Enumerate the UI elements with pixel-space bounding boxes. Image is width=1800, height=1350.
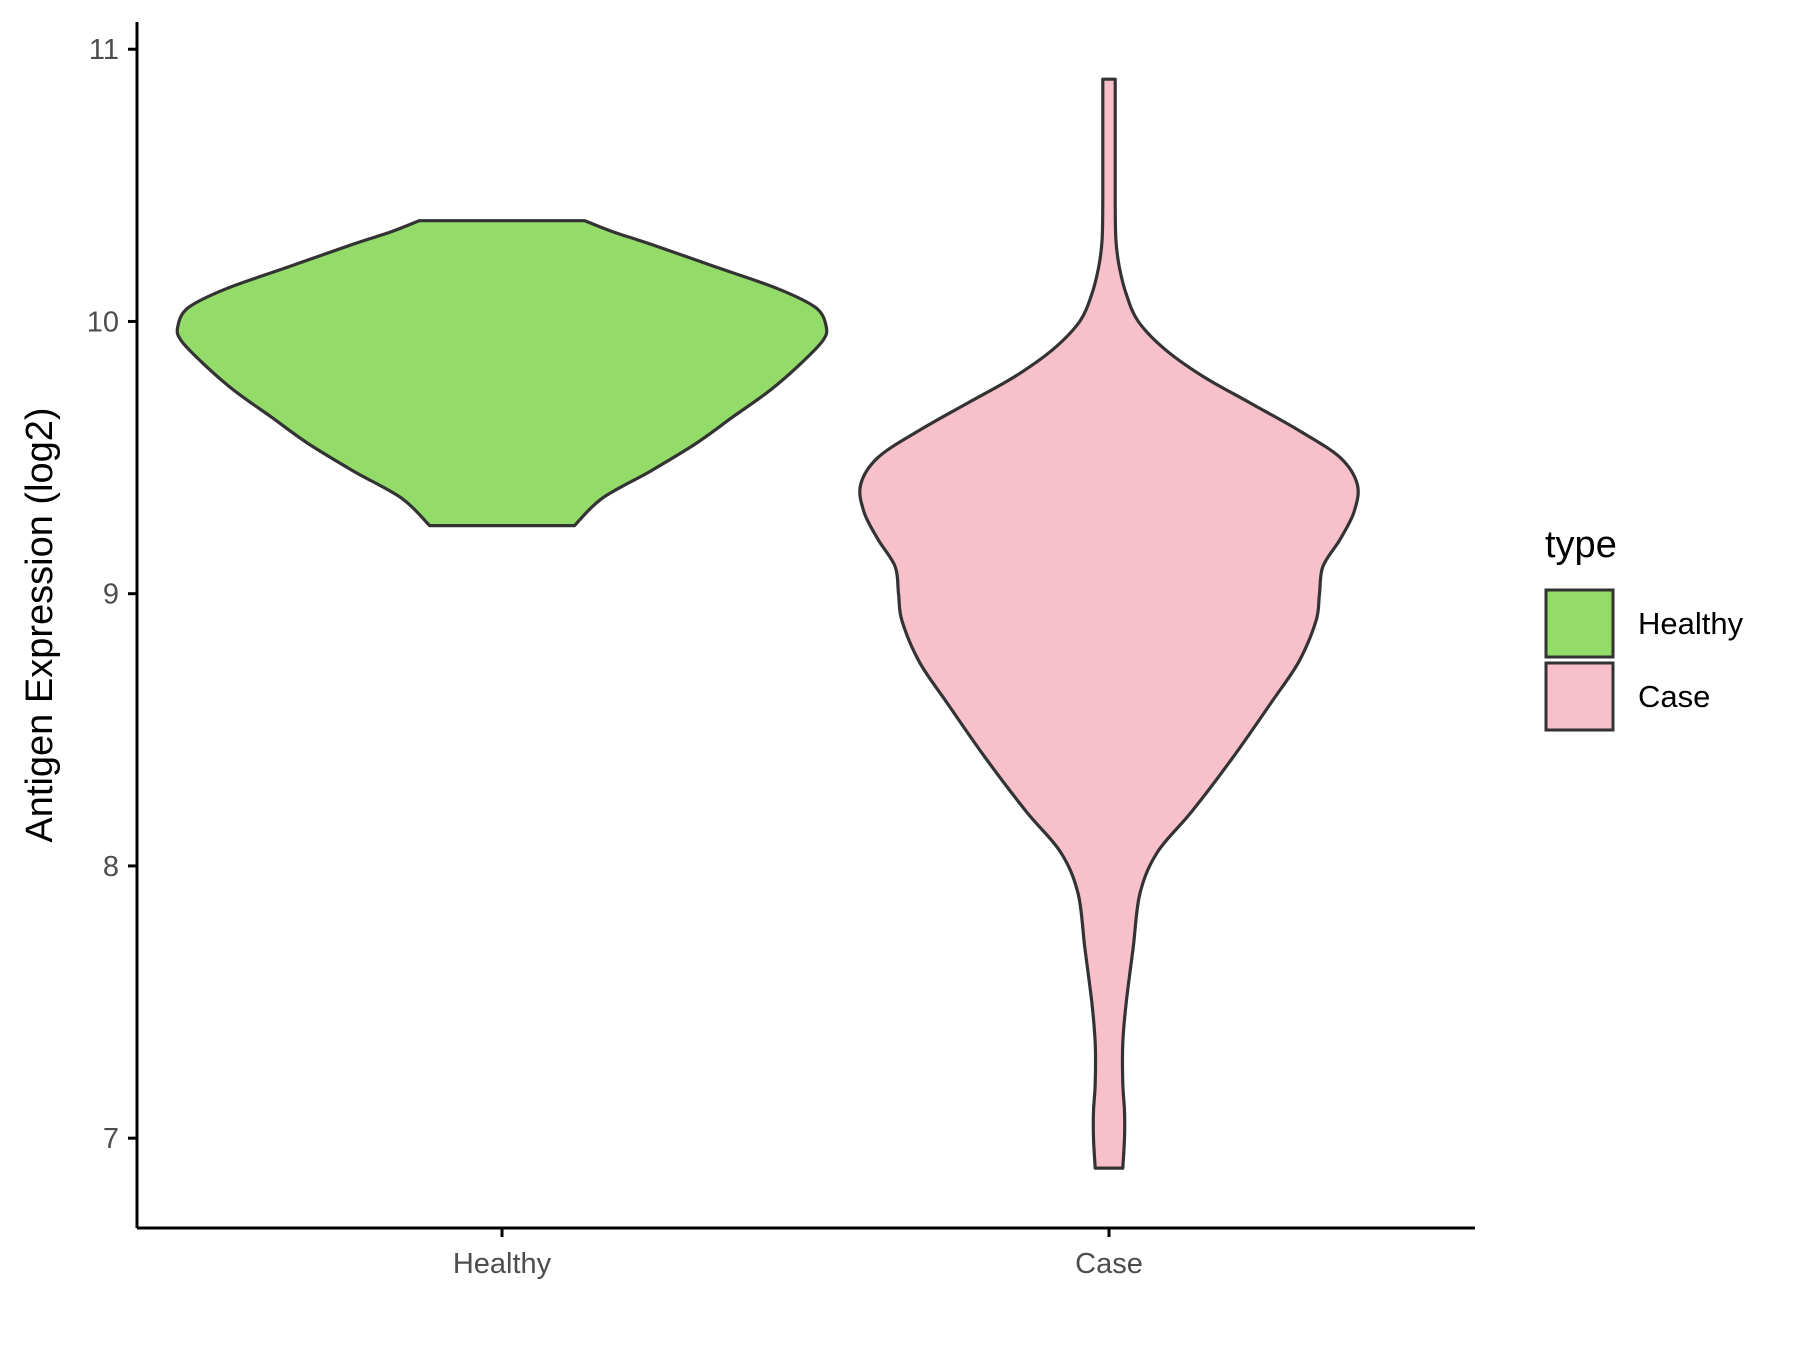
legend-label: Case <box>1638 679 1710 714</box>
violin-case <box>858 77 1360 1170</box>
legend-title: type <box>1545 524 1617 566</box>
y-axis-title: Antigen Expression (log2) <box>19 407 61 842</box>
y-tick-label: 7 <box>103 1123 119 1155</box>
violin-healthy <box>175 219 829 528</box>
x-tick-label: Healthy <box>453 1248 552 1280</box>
legend-entries: Healthy Case <box>1544 588 1744 732</box>
legend-swatch <box>1544 661 1615 732</box>
x-axis-ticks: Healthy Case <box>453 1228 1143 1280</box>
y-tick-label: 10 <box>87 306 119 338</box>
legend-swatch <box>1544 588 1615 659</box>
x-tick-label: Case <box>1075 1248 1143 1280</box>
legend: type Healthy Case <box>1544 524 1744 732</box>
y-tick-label: 11 <box>89 34 119 66</box>
y-tick-label: 9 <box>103 579 119 611</box>
y-axis-ticks: 7 8 9 10 11 <box>87 34 137 1155</box>
y-tick-label: 8 <box>103 851 119 883</box>
legend-label: Healthy <box>1638 606 1744 641</box>
violin-layer <box>175 77 1360 1170</box>
